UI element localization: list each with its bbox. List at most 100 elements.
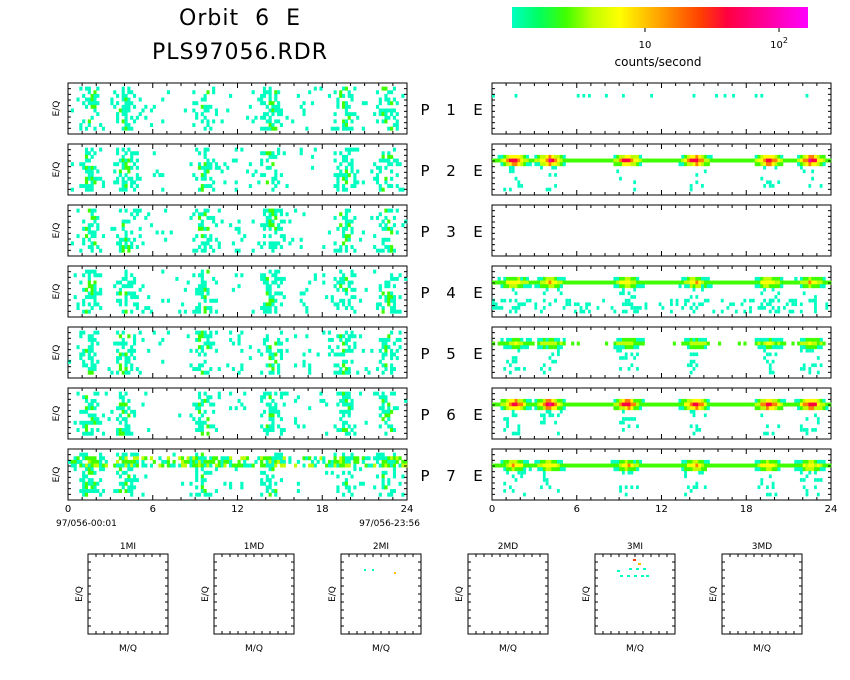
data-cell <box>302 359 306 364</box>
data-cell <box>93 489 97 494</box>
data-cell <box>760 93 764 98</box>
data-cell <box>633 158 637 163</box>
data-cell <box>73 456 77 461</box>
data-cell <box>229 93 233 98</box>
data-cell <box>260 223 264 228</box>
data-cell <box>206 119 210 124</box>
data-cell <box>121 406 125 411</box>
data-cell <box>347 302 351 307</box>
data-cell <box>636 568 639 570</box>
data-cell <box>636 345 640 350</box>
data-cell <box>636 158 640 163</box>
data-cell <box>534 284 538 289</box>
data-cell <box>692 463 696 468</box>
data-cell <box>811 402 815 407</box>
data-cell <box>339 223 343 228</box>
data-cell <box>183 287 187 292</box>
data-cell <box>350 456 354 461</box>
data-cell <box>695 352 699 357</box>
data-cell <box>87 348 91 353</box>
data-cell <box>630 398 634 403</box>
data-cell <box>161 298 165 303</box>
data-cell <box>344 119 348 124</box>
data-cell <box>200 456 204 461</box>
data-cell <box>378 395 382 400</box>
data-cell <box>124 298 128 303</box>
data-cell <box>229 391 233 396</box>
data-cell <box>743 158 747 163</box>
data-cell <box>681 463 685 468</box>
data-cell <box>344 306 348 311</box>
data-cell <box>347 280 351 285</box>
data-cell <box>624 302 628 307</box>
data-cell <box>545 284 549 289</box>
data-cell <box>602 298 605 303</box>
data-cell <box>525 406 530 411</box>
data-cell <box>644 463 648 468</box>
data-cell <box>342 363 346 368</box>
data-cell <box>641 341 645 346</box>
data-cell <box>814 276 818 281</box>
data-cell <box>279 417 283 422</box>
data-cell <box>96 417 100 422</box>
data-cell <box>121 187 125 192</box>
data-cell <box>271 302 275 307</box>
data-cell <box>537 398 541 403</box>
data-cell <box>757 463 761 468</box>
data-cell <box>279 341 283 346</box>
data-cell <box>206 215 210 220</box>
data-cell <box>763 402 767 407</box>
data-cell <box>503 187 507 192</box>
data-cell <box>816 276 820 281</box>
data-cell <box>132 237 137 242</box>
data-cell <box>381 341 385 346</box>
data-cell <box>774 352 778 357</box>
data-cell <box>802 291 806 296</box>
data-cell <box>607 402 611 407</box>
data-cell <box>305 456 309 461</box>
data-cell <box>675 158 679 163</box>
data-cell <box>537 276 541 281</box>
data-cell <box>508 370 512 375</box>
data-cell <box>500 341 504 346</box>
data-cell <box>135 459 139 464</box>
data-cell <box>271 112 275 117</box>
bottom-panel-title: 1MI <box>120 542 136 552</box>
data-cell <box>616 459 620 464</box>
data-cell <box>621 420 625 425</box>
data-cell <box>217 459 221 464</box>
data-cell <box>127 284 131 289</box>
data-cell <box>192 402 196 407</box>
data-cell <box>384 420 388 425</box>
data-cell <box>116 417 120 422</box>
data-cell <box>90 187 94 192</box>
data-cell <box>548 280 552 285</box>
data-cell <box>124 187 128 192</box>
data-cell <box>542 478 546 482</box>
data-cell <box>398 337 402 342</box>
data-cell <box>121 452 125 457</box>
data-cell <box>260 276 264 281</box>
data-cell <box>212 298 216 303</box>
data-cell <box>118 352 122 357</box>
data-cell <box>200 187 204 192</box>
data-cell <box>206 341 210 346</box>
data-cell <box>726 306 730 310</box>
data-cell <box>395 276 399 281</box>
data-cell <box>816 420 820 425</box>
data-cell <box>494 463 498 468</box>
data-cell <box>627 291 631 296</box>
data-cell <box>203 492 207 497</box>
data-cell <box>302 424 306 429</box>
data-cell <box>387 184 391 189</box>
data-cell <box>703 169 707 174</box>
data-cell <box>268 287 272 292</box>
data-cell <box>209 234 213 239</box>
data-cell <box>802 367 806 371</box>
data-cell <box>638 158 643 163</box>
data-cell <box>93 230 97 235</box>
data-cell <box>816 345 820 350</box>
data-cell <box>500 162 504 167</box>
data-cell <box>186 459 190 464</box>
data-cell <box>344 104 348 109</box>
